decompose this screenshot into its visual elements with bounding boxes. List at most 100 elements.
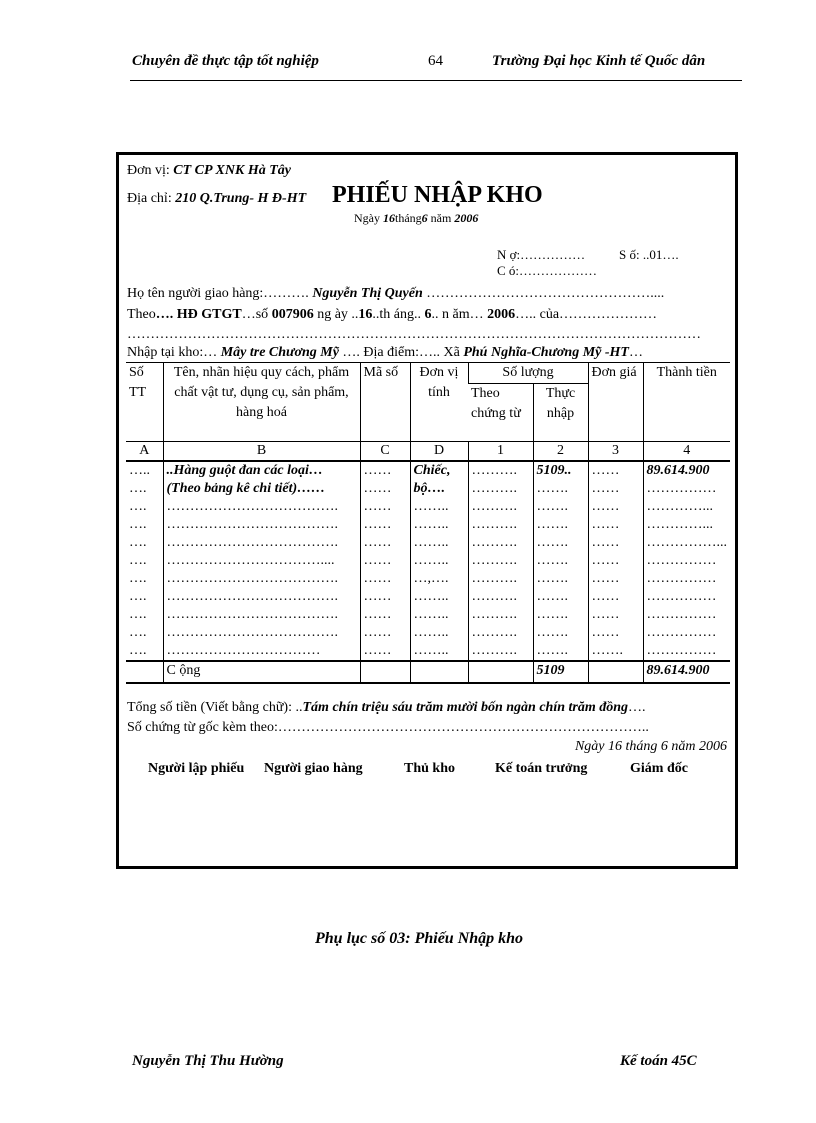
table-cell: …….. — [409, 624, 468, 642]
table-cell: ………………………………. — [162, 606, 360, 624]
table-cell: …… — [359, 534, 410, 552]
table-cell: …… — [359, 588, 410, 606]
table-cell: ………. — [467, 516, 533, 534]
col-qty-doc: Theo chứng từ — [471, 386, 521, 421]
debit-account: N ợ:…………… — [497, 247, 586, 262]
column-letter: 3 — [587, 441, 643, 462]
table-cell: …….. — [409, 642, 468, 661]
table-cell: …………………………… — [162, 642, 360, 661]
table-cell: ………. — [467, 624, 533, 642]
table-cell: …. — [129, 535, 147, 550]
table-cell: …… — [587, 498, 643, 516]
table-cell: …. — [129, 589, 147, 604]
column-letter: A — [126, 441, 163, 462]
table-cell: ………. — [467, 606, 533, 624]
table-cell: ………. — [467, 461, 533, 480]
table-cell: …………… — [642, 588, 730, 606]
table-row: ….……………………………….…………..……….…….………………… — [126, 606, 730, 624]
table-cell — [126, 660, 163, 684]
table-cell: …….. — [409, 534, 468, 552]
table-cell: …… — [359, 516, 410, 534]
table-cell: …….. — [409, 498, 468, 516]
table-cell: ….. — [129, 463, 150, 478]
table-cell: …….. — [409, 606, 468, 624]
table-row: ….……………………………….…………..……….…….…………………... — [126, 534, 730, 552]
table-cell: ………. — [467, 588, 533, 606]
signer-storekeeper: Thủ kho — [404, 761, 455, 776]
dots-line: …………………………………………………………………………………………………………… — [127, 327, 701, 342]
table-cell: 5109.. — [532, 461, 588, 480]
footer-left: Nguyễn Thị Thu Hường — [132, 1053, 284, 1069]
table-cell: …………... — [642, 498, 730, 516]
caption: Phụ lục số 03: Phiếu Nhập kho — [315, 930, 524, 947]
column-letter: 1 — [467, 441, 533, 462]
col-name: Tên, nhãn hiệu quy cách, phẩm chất vật t… — [162, 362, 360, 442]
col-stt: Số TT — [126, 362, 163, 442]
column-letter: 4 — [642, 441, 730, 462]
table-cell: ………. — [467, 642, 533, 661]
table-cell: …… — [359, 498, 410, 516]
table-row: ….………………………………………..……….…….…….…………… — [126, 642, 730, 661]
table-cell: …… — [587, 606, 643, 624]
table-cell: ……. — [532, 642, 588, 661]
table-cell: ………………………………. — [162, 624, 360, 642]
col-unit: Đơn vị tính — [409, 362, 468, 442]
table-cell: …………… — [642, 624, 730, 642]
total-label: C ộng — [162, 660, 360, 684]
table-cell: ………. — [467, 552, 533, 570]
signer-chief-accountant: Kế toán trưởng — [495, 761, 588, 776]
amount-in-words: Tổng số tiền (Viết bằng chữ): ..Tám chín… — [127, 700, 646, 715]
table-cell: ………. — [467, 480, 533, 498]
table-cell: Chiếc, — [409, 461, 468, 480]
column-letter: B — [162, 441, 360, 462]
table-cell: …… — [359, 552, 410, 570]
col-amount: Thành tiền — [642, 362, 730, 442]
total-amount: 89.614.900 — [642, 660, 730, 684]
table-cell: …………... — [642, 516, 730, 534]
table-row: ….……………………………….…………..……….…….………………... — [126, 516, 730, 534]
column-letter: 2 — [532, 441, 588, 462]
table-cell: ………………………………. — [162, 534, 360, 552]
table-row: ….……………………………....…………..……….…….………………… — [126, 552, 730, 570]
table-cell: …. — [129, 643, 147, 658]
header-rule — [130, 80, 742, 81]
invoice-line: Theo…. HĐ GTGT…số 007906 ng ày ..16..th … — [127, 307, 658, 322]
table-cell: ……. — [532, 606, 588, 624]
table-cell: ………. — [467, 570, 533, 588]
unit-line: Đơn vị: CT CP XNK Hà Tây — [127, 163, 291, 178]
table-cell: …… — [587, 588, 643, 606]
attached-docs: Số chứng từ gốc kèm theo:………………………………………… — [127, 720, 649, 735]
col-quantity: Số lượng — [467, 362, 588, 384]
table-cell: bộ…. — [409, 480, 468, 498]
table-cell: …… — [359, 461, 410, 480]
table-cell: …. — [129, 481, 147, 496]
table-cell: ……. — [532, 588, 588, 606]
table-cell: …… — [587, 624, 643, 642]
signer-deliverer: Người giao hàng — [264, 761, 363, 776]
form-title: PHIẾU NHẬP KHO — [332, 182, 543, 208]
table-cell: …. — [129, 499, 147, 514]
table-cell: …. — [129, 607, 147, 622]
table-cell: …. — [129, 571, 147, 586]
total-row: C ộng 5109 89.614.900 — [126, 660, 730, 684]
table-cell: …………… — [642, 606, 730, 624]
table-cell: …… — [587, 534, 643, 552]
table-cell: ……. — [532, 516, 588, 534]
table-cell — [467, 660, 533, 684]
table-row: ….. ..Hàng guột đan các loại……… Chiếc,……….… — [126, 461, 730, 480]
table-cell: …….. — [409, 588, 468, 606]
receipt-form: Đơn vị: CT CP XNK Hà Tây Địa chỉ: 210 Q.… — [116, 152, 738, 869]
table-row: ….……………………………….…………..……….…….………………... — [126, 498, 730, 516]
table-cell: …… — [359, 480, 410, 498]
footer-right: Kế toán 45C — [620, 1053, 697, 1069]
table-cell: 89.614.900 — [642, 461, 730, 480]
credit-account: C ó:……………… — [497, 263, 598, 278]
col-qty-actual: Thực nhập — [532, 383, 588, 442]
table-cell: …,…. — [409, 570, 468, 588]
table-row: ….……………………………….…………..……….…….………………… — [126, 588, 730, 606]
table-cell: ……. — [532, 552, 588, 570]
page-number: 64 — [428, 53, 443, 69]
voucher-number: S ố: ..01…. — [619, 247, 679, 262]
column-letter: C — [359, 441, 410, 462]
